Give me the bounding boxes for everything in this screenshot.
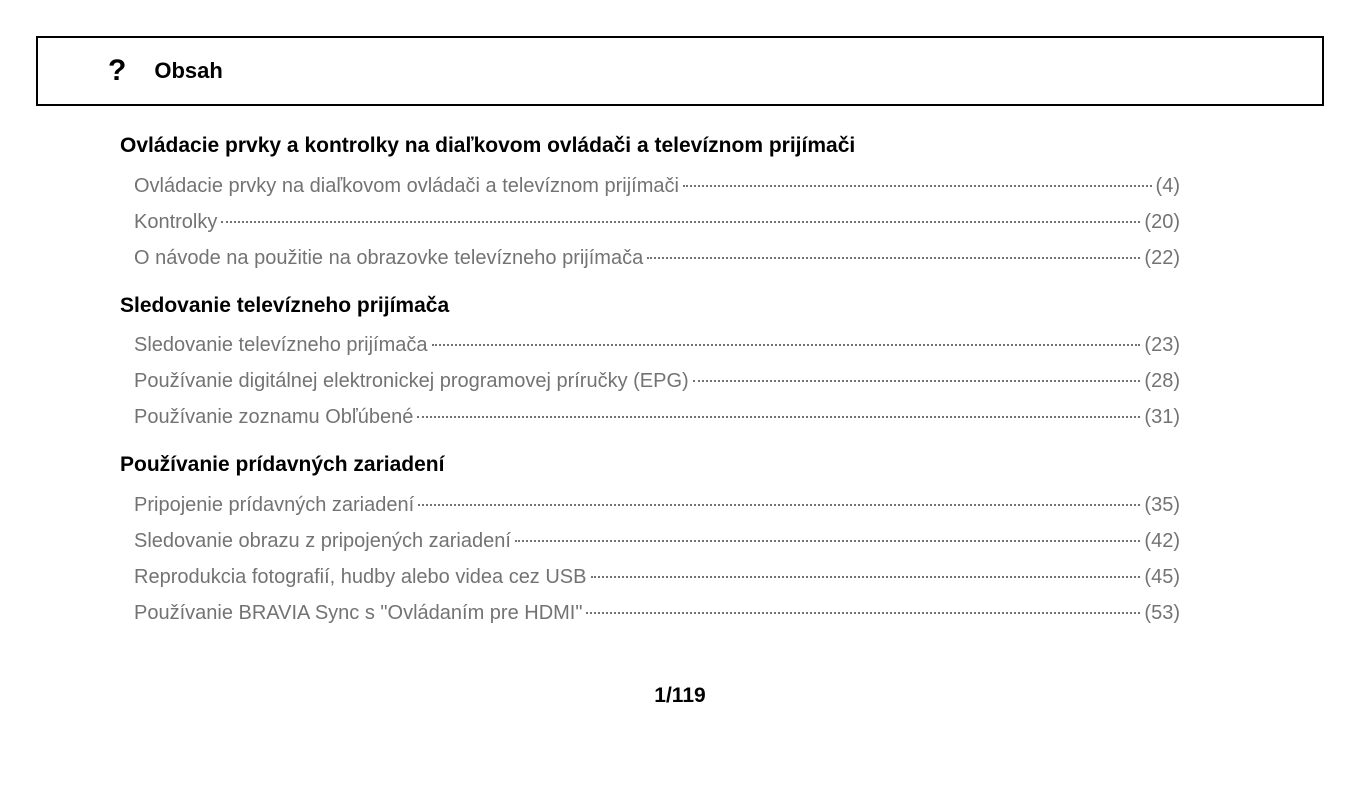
- toc-row[interactable]: Kontrolky (20): [134, 206, 1180, 238]
- toc-label: Ovládacie prvky na diaľkovom ovládači a …: [134, 170, 679, 202]
- dot-leader: [417, 416, 1140, 418]
- toc-row[interactable]: Používanie BRAVIA Sync s "Ovládaním pre …: [134, 597, 1180, 629]
- page-indicator: 1/119: [0, 684, 1360, 708]
- toc-page: (20): [1144, 206, 1180, 238]
- toc-label: Používanie zoznamu Obľúbené: [134, 401, 413, 433]
- section-heading: Ovládacie prvky a kontrolky na diaľkovom…: [120, 130, 1180, 162]
- toc-label: Kontrolky: [134, 206, 217, 238]
- dot-leader: [221, 221, 1140, 223]
- toc-label: Pripojenie prídavných zariadení: [134, 489, 414, 521]
- toc-label: Sledovanie obrazu z pripojených zariaden…: [134, 525, 511, 557]
- toc-page: (42): [1144, 525, 1180, 557]
- toc-row[interactable]: Sledovanie obrazu z pripojených zariaden…: [134, 525, 1180, 557]
- toc-label: Používanie BRAVIA Sync s "Ovládaním pre …: [134, 597, 582, 629]
- dot-leader: [586, 612, 1140, 614]
- dot-leader: [432, 344, 1141, 346]
- header-title: Obsah: [154, 58, 222, 84]
- toc-label: O návode na použitie na obrazovke televí…: [134, 242, 643, 274]
- toc-row[interactable]: Sledovanie televízneho prijímača (23): [134, 329, 1180, 361]
- toc-row[interactable]: O návode na použitie na obrazovke televí…: [134, 242, 1180, 274]
- toc-label: Sledovanie televízneho prijímača: [134, 329, 428, 361]
- toc-row[interactable]: Reprodukcia fotografií, hudby alebo vide…: [134, 561, 1180, 593]
- toc-page: (35): [1144, 489, 1180, 521]
- question-mark-icon: ?: [108, 56, 126, 86]
- dot-leader: [683, 185, 1152, 187]
- toc-page: (22): [1144, 242, 1180, 274]
- toc-page: (45): [1144, 561, 1180, 593]
- toc-label: Používanie digitálnej elektronickej prog…: [134, 365, 689, 397]
- dot-leader: [418, 504, 1140, 506]
- toc-page: (31): [1144, 401, 1180, 433]
- toc-row[interactable]: Ovládacie prvky na diaľkovom ovládači a …: [134, 170, 1180, 202]
- toc-label: Reprodukcia fotografií, hudby alebo vide…: [134, 561, 587, 593]
- section-heading: Sledovanie televízneho prijímača: [120, 290, 1180, 322]
- dot-leader: [693, 380, 1141, 382]
- toc-page: (28): [1144, 365, 1180, 397]
- header-box: ? Obsah: [36, 36, 1324, 106]
- dot-leader: [647, 257, 1140, 259]
- dot-leader: [591, 576, 1141, 578]
- toc-page: (23): [1144, 329, 1180, 361]
- toc-row[interactable]: Používanie digitálnej elektronickej prog…: [134, 365, 1180, 397]
- toc-content: Ovládacie prvky a kontrolky na diaľkovom…: [120, 130, 1180, 629]
- toc-page: (4): [1156, 170, 1180, 202]
- dot-leader: [515, 540, 1141, 542]
- toc-row[interactable]: Pripojenie prídavných zariadení (35): [134, 489, 1180, 521]
- section-heading: Používanie prídavných zariadení: [120, 449, 1180, 481]
- toc-page: (53): [1144, 597, 1180, 629]
- document-page: ? Obsah Ovládacie prvky a kontrolky na d…: [0, 0, 1360, 800]
- toc-row[interactable]: Používanie zoznamu Obľúbené (31): [134, 401, 1180, 433]
